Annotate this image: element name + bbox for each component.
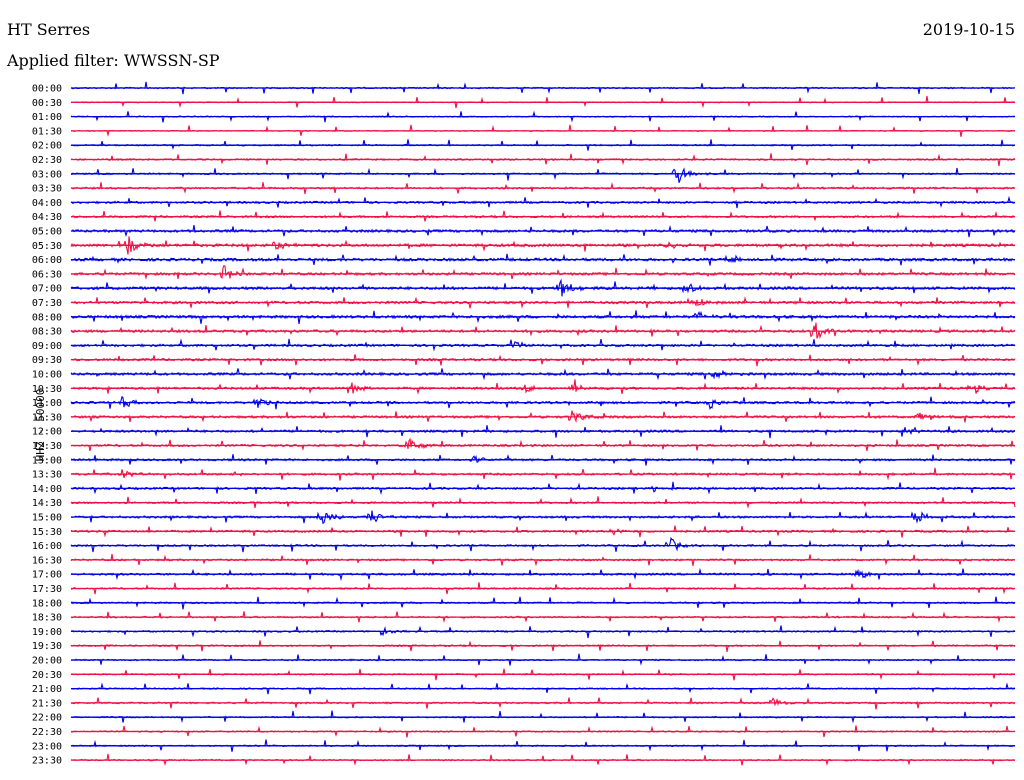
row-time-label: 18:30 (32, 613, 62, 624)
row-time-label: 16:00 (32, 541, 62, 552)
row-time-label: 13:00 (32, 455, 62, 466)
row-time-label: 14:00 (32, 484, 62, 495)
row-time-label: 11:00 (32, 398, 62, 409)
row-time-label: 19:30 (32, 641, 62, 652)
seismic-trace-line (70, 167, 1016, 183)
row-time-label: 16:30 (32, 555, 62, 566)
row-time-label: 04:30 (32, 212, 62, 223)
row-time-label: 01:30 (32, 126, 62, 137)
row-time-label: 00:30 (32, 98, 62, 109)
row-time-label: 10:00 (32, 370, 62, 381)
row-time-label: 21:30 (32, 698, 62, 709)
row-time-label: 08:30 (32, 327, 62, 338)
row-time-label: 20:00 (32, 656, 62, 667)
row-time-label: 09:30 (32, 355, 62, 366)
row-time-label: 01:00 (32, 112, 62, 123)
row-time-label: 21:00 (32, 684, 62, 695)
row-time-label: 15:00 (32, 513, 62, 524)
row-time-label: 11:30 (32, 412, 62, 423)
row-time-label: 06:30 (32, 269, 62, 280)
row-time-label: 23:30 (32, 756, 62, 767)
row-time-label: 05:00 (32, 227, 62, 238)
row-time-label: 17:00 (32, 570, 62, 581)
row-time-label: 22:00 (32, 713, 62, 724)
row-time-label: 04:00 (32, 198, 62, 209)
row-time-label: 06:00 (32, 255, 62, 266)
row-time-label: 10:30 (32, 384, 62, 395)
row-time-label: 07:00 (32, 284, 62, 295)
seismic-trace-line (70, 338, 1016, 352)
row-time-label: 02:00 (32, 141, 62, 152)
row-time-label: 15:30 (32, 527, 62, 538)
row-time-label: 17:30 (32, 584, 62, 595)
seismic-trace-line (70, 264, 1016, 280)
row-time-label: 02:30 (32, 155, 62, 166)
row-time-label: 22:30 (32, 727, 62, 738)
seismic-trace-line (70, 379, 1016, 395)
row-time-label: 09:00 (32, 341, 62, 352)
row-time-label: 12:30 (32, 441, 62, 452)
row-time-label: 12:00 (32, 427, 62, 438)
station-name: HT Serres (7, 20, 91, 39)
row-time-label: 14:30 (32, 498, 62, 509)
row-time-label: 00:00 (32, 84, 62, 95)
row-time-label: 23:00 (32, 741, 62, 752)
applied-filter-label: Applied filter: WWSSN-SP (7, 51, 220, 70)
seismic-trace-line (70, 296, 1016, 309)
row-time-label: 03:30 (32, 184, 62, 195)
row-time-label: 07:30 (32, 298, 62, 309)
row-time-label: 18:00 (32, 598, 62, 609)
row-time-label: 13:30 (32, 470, 62, 481)
row-time-label: 05:30 (32, 241, 62, 252)
row-time-label: 20:30 (32, 670, 62, 681)
record-date: 2019-10-15 (922, 20, 1015, 39)
row-time-label: 03:00 (32, 169, 62, 180)
row-time-label: 19:00 (32, 627, 62, 638)
row-time-label: 08:00 (32, 312, 62, 323)
seismic-trace-line (70, 210, 1016, 222)
